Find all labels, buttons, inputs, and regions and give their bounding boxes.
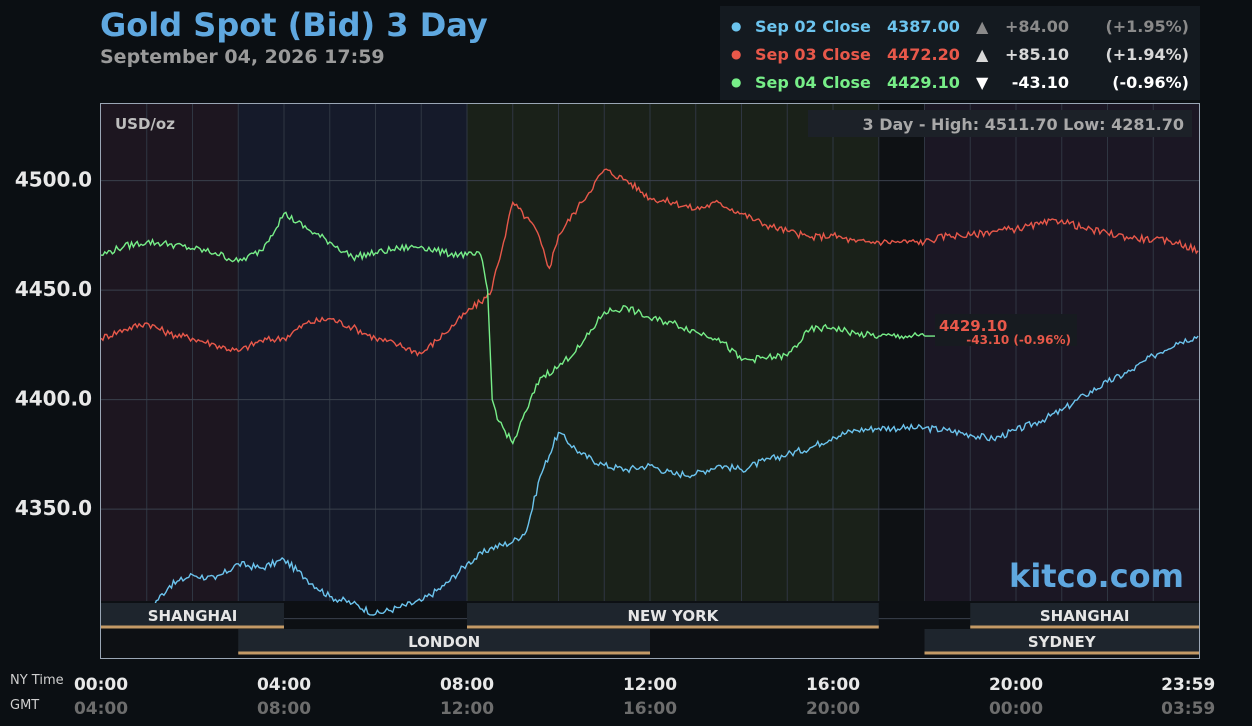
x-tick-gmt: 03:59	[1161, 699, 1216, 719]
legend-row: ● Sep 02 Close 4387.00 ▲ +84.00 (+1.95%)	[720, 13, 1200, 39]
legend-row: ● Sep 04 Close 4429.10 ▼ -43.10 (-0.96%)	[720, 69, 1200, 95]
gmt-label: GMT	[10, 698, 40, 713]
legend-percent: (-0.96%)	[1112, 73, 1189, 92]
session-label: SHANGHAI	[1040, 607, 1130, 625]
legend-row: ● Sep 03 Close 4472.20 ▲ +85.10 (+1.94%)	[720, 41, 1200, 67]
session-box	[467, 603, 879, 627]
x-tick-ny: 16:00	[805, 675, 861, 695]
legend-dot-icon: ●	[731, 47, 742, 61]
series-line	[100, 168, 1199, 357]
chart-title: Gold Spot (Bid) 3 Day	[100, 6, 488, 44]
x-tick-ny: 12:00	[622, 675, 678, 695]
x-tick-gmt: 20:00	[805, 699, 861, 719]
x-tick-gmt: 00:00	[988, 699, 1044, 719]
y-axis-ticks: 4350.0 4400.0 4450.0 4500.0	[15, 168, 92, 520]
x-tick-gmt: 08:00	[256, 699, 312, 719]
legend-label: Sep 04 Close	[755, 73, 871, 92]
x-tick-ny: 00:00	[73, 675, 129, 695]
y-tick-label: 4500.0	[15, 168, 92, 192]
x-tick-ny: 23:59	[1161, 675, 1216, 695]
high-low-box	[808, 110, 1192, 137]
current-price-label: 4429.10	[939, 317, 1007, 335]
ny-time-label: NY Time	[10, 673, 64, 688]
legend-label: Sep 03 Close	[755, 45, 871, 64]
legend-close-value: 4387.00	[887, 17, 960, 36]
y-tick-label: 4450.0	[15, 277, 92, 301]
chart-overlays: 3 Day - High: 4511.70 Low: 4281.70 USD/o…	[115, 110, 1192, 595]
legend-change: +84.00	[1004, 17, 1069, 36]
watermark: kitco.com	[1009, 557, 1184, 595]
session-box	[924, 629, 1199, 653]
y-tick-label: 4350.0	[15, 496, 92, 520]
x-tick-ny: 20:00	[988, 675, 1044, 695]
series-line	[100, 335, 1199, 624]
legend-percent: (+1.95%)	[1105, 17, 1189, 36]
plot-border	[100, 103, 1200, 659]
session-label: SYDNEY	[1028, 633, 1097, 651]
current-price-box	[935, 314, 1077, 346]
session-label: NEW YORK	[627, 607, 719, 625]
current-price-marker: 4429.10 -43.10 (-0.96%)	[935, 314, 1077, 347]
x-tick-gmt: 12:00	[439, 699, 495, 719]
series-line	[100, 211, 926, 446]
session-box	[970, 603, 1199, 627]
session-band	[238, 104, 467, 601]
high-low-label: 3 Day - High: 4511.70 Low: 4281.70	[863, 115, 1184, 134]
legend-close-value: 4472.20	[887, 45, 960, 64]
legend-close-value: 4429.10	[887, 73, 960, 92]
legend-dot-icon: ●	[731, 19, 742, 33]
x-tick-gmt: 16:00	[622, 699, 678, 719]
legend-change: -43.10	[1011, 73, 1069, 92]
session-label: LONDON	[408, 633, 480, 651]
session-box	[101, 603, 284, 627]
legend-panel: ● Sep 02 Close 4387.00 ▲ +84.00 (+1.95%)…	[720, 6, 1200, 100]
down-arrow-icon: ▼	[976, 73, 989, 92]
y-tick-label: 4400.0	[15, 387, 92, 411]
legend-dot-icon: ●	[731, 75, 742, 89]
current-change-label: -43.10 (-0.96%)	[966, 333, 1071, 347]
session-band	[467, 104, 879, 601]
grid-lines	[101, 104, 1199, 620]
session-band	[878, 104, 925, 601]
x-tick-ny: 04:00	[256, 675, 312, 695]
legend-label: Sep 02 Close	[755, 17, 871, 36]
chart-subtitle: September 04, 2026 17:59	[100, 46, 385, 68]
legend-percent: (+1.94%)	[1105, 45, 1189, 64]
up-arrow-icon: ▲	[976, 45, 989, 64]
session-label: SHANGHAI	[148, 607, 238, 625]
up-arrow-icon: ▲	[976, 17, 989, 36]
x-tick-ny: 08:00	[439, 675, 495, 695]
x-tick-gmt: 04:00	[73, 699, 129, 719]
session-band	[101, 104, 239, 601]
units-label: USD/oz	[115, 115, 175, 133]
session-box	[238, 629, 650, 653]
legend-change: +85.10	[1004, 45, 1069, 64]
trading-sessions: SHANGHAI NEW YORK SHANGHAI LONDON SYDNEY	[101, 603, 1199, 655]
